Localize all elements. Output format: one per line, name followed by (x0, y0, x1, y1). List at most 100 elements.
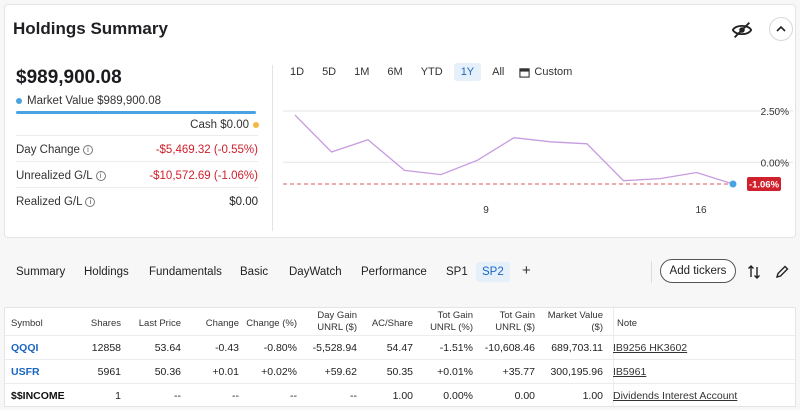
eye-slash-icon (731, 22, 753, 38)
cell-change: -0.43 (215, 342, 239, 354)
summary-pane: $989,900.08 Market Value $989,900.08 Cas… (5, 61, 269, 231)
market-value-row: Market Value $989,900.08 (16, 95, 161, 107)
market-value-label: Market Value $989,900.08 (27, 95, 162, 107)
cell-symbol[interactable]: USFR (11, 366, 40, 378)
cell-symbol: $$INCOME (11, 390, 65, 402)
col-header-shares[interactable]: Shares (90, 318, 121, 329)
cell-tot-gain-usd: +35.77 (502, 366, 535, 378)
cell-tot-gain-usd: 0.00 (514, 390, 535, 402)
market-value-dot (16, 98, 22, 104)
plus-icon: + (522, 262, 531, 279)
cash-dot (253, 122, 259, 128)
cell-note[interactable]: IB5961 (613, 366, 647, 378)
stat-unrealized-gl: Unrealized G/L i -$10,572.69 (-1.06%) (16, 161, 258, 189)
col-header-ac-share[interactable]: AC/Share (371, 318, 413, 329)
y-tick-label: 0.00% (761, 158, 789, 169)
cell-ac-share: 50.35 (386, 366, 413, 378)
hide-values-button[interactable] (731, 19, 753, 41)
tab-fundamentals[interactable]: Fundamentals (149, 266, 222, 278)
col-header-last-price[interactable]: Last Price (138, 318, 181, 329)
range-tab-all[interactable]: All (492, 66, 505, 78)
total-value: $989,900.08 (16, 67, 122, 88)
tabbar-divider (651, 261, 652, 283)
range-tabs: 1D 5D 1M 6M YTD 1Y All Custom (283, 63, 576, 81)
collapse-button[interactable] (769, 17, 793, 41)
note-column-divider (613, 308, 614, 408)
cell-tot-gain-pct: -1.51% (439, 342, 473, 354)
sort-arrows-icon (748, 265, 760, 279)
cell-day-gain: -5,528.94 (312, 342, 357, 354)
tab-sp2[interactable]: SP2 (476, 262, 510, 282)
cell-last-price: 50.36 (154, 366, 181, 378)
col-header-tot-gain-pct[interactable]: Tot Gain UNRL (%) (430, 310, 473, 333)
tab-holdings[interactable]: Holdings (84, 266, 129, 278)
range-tab-5d[interactable]: 5D (322, 66, 337, 78)
cell-last-price: 53.64 (154, 342, 181, 354)
cell-tot-gain-pct: 0.00% (443, 390, 473, 402)
x-tick-label: 16 (695, 205, 707, 216)
cell-note[interactable]: Dividends Interest Account (613, 390, 738, 402)
pane-divider (272, 65, 273, 231)
cell-market-value: 1.00 (582, 390, 603, 402)
x-tick-label: 9 (483, 205, 489, 216)
pencil-icon (775, 265, 789, 279)
col-header-symbol[interactable]: Symbol (11, 318, 43, 329)
series-line (294, 114, 734, 185)
current-value-label: -1.06% (749, 179, 780, 190)
calendar-icon (519, 67, 531, 78)
holdings-table: Symbol Shares Last Price Change Change (… (4, 307, 796, 408)
cell-shares: 12858 (91, 342, 121, 354)
col-header-tot-gain-usd[interactable]: Tot Gain UNRL ($) (495, 310, 535, 333)
stat-value: $0.00 (229, 195, 258, 208)
current-value-badge (747, 176, 781, 191)
cell-market-value: 300,195.96 (550, 366, 603, 378)
cell-market-value: 689,703.11 (551, 342, 603, 354)
cash-label: Cash $0.00 (190, 119, 249, 131)
add-tickers-button[interactable]: Add tickers (660, 259, 736, 283)
cell-shares: 1 (115, 390, 121, 402)
info-icon[interactable]: i (85, 196, 96, 207)
range-tab-6m[interactable]: 6M (387, 66, 403, 78)
custom-range-button[interactable]: Custom (515, 63, 576, 81)
cell-change-pct: -0.80% (263, 342, 297, 354)
tab-performance[interactable]: Performance (361, 266, 427, 278)
info-icon[interactable]: i (82, 144, 93, 155)
table-row[interactable]: QQQI 12858 53.64 -0.43 -0.80% -5,528.94 54.47 -… (5, 335, 795, 359)
col-header-change-pct[interactable]: Change (%) (246, 318, 297, 329)
cell-symbol[interactable]: QQQI (11, 342, 39, 354)
table-row[interactable]: $$INCOME 1 -- -- -- -- 1.00 0.00% 0.00 1.00 Divide… (5, 383, 795, 407)
stat-day-change: Day Change i -$5,469.32 (-0.55%) (16, 135, 258, 163)
col-header-note[interactable]: Note (617, 318, 638, 329)
info-icon[interactable]: i (95, 170, 106, 181)
edit-button[interactable] (774, 264, 790, 280)
cell-tot-gain-usd: -10,608.46 (484, 342, 535, 354)
range-tab-1m[interactable]: 1M (354, 66, 370, 78)
table-row[interactable]: USFR 5961 50.36 +0.01 +0.02% +59.62 50.35 +0.01… (5, 359, 795, 383)
y-tick-label: 2.50% (761, 107, 789, 118)
chevron-up-icon (776, 25, 786, 32)
add-tab-button[interactable]: + (522, 262, 531, 279)
tab-daywatch[interactable]: DayWatch (289, 266, 342, 278)
tab-basic[interactable]: Basic (240, 266, 269, 278)
performance-chart: 2.50% 0.00% -1.06% 9 16 (283, 107, 793, 216)
cell-tot-gain-pct: +0.01% (437, 366, 473, 378)
col-header-day-gain[interactable]: Day Gain UNRL ($) (317, 310, 357, 333)
holdings-summary-card: Holdings Summary $989,900.08 Market Valu… (4, 4, 796, 238)
cell-note[interactable]: IB9256 HK3602 (613, 342, 688, 354)
sort-button[interactable] (746, 264, 762, 280)
stat-label: Day Change (16, 143, 80, 156)
col-header-market-value[interactable]: Market Value ($) (547, 310, 603, 333)
view-tabbar: Summary Holdings Fundamentals Basic DayW… (0, 258, 800, 288)
tab-summary[interactable]: Summary (16, 266, 66, 278)
col-header-change[interactable]: Change (205, 318, 239, 329)
range-tab-1d[interactable]: 1D (290, 66, 305, 78)
range-tab-1y[interactable]: 1Y (453, 63, 482, 81)
cell-change-pct: -- (290, 390, 297, 402)
tab-sp1[interactable]: SP1 (446, 266, 468, 278)
stat-label: Unrealized G/L (16, 169, 93, 182)
cash-row: Cash $0.00 (190, 119, 259, 131)
card-title: Holdings Summary (13, 19, 168, 38)
cell-day-gain: +59.62 (324, 366, 357, 378)
range-tab-ytd[interactable]: YTD (420, 66, 443, 78)
stat-realized-gl: Realized G/L i $0.00 (16, 187, 258, 215)
